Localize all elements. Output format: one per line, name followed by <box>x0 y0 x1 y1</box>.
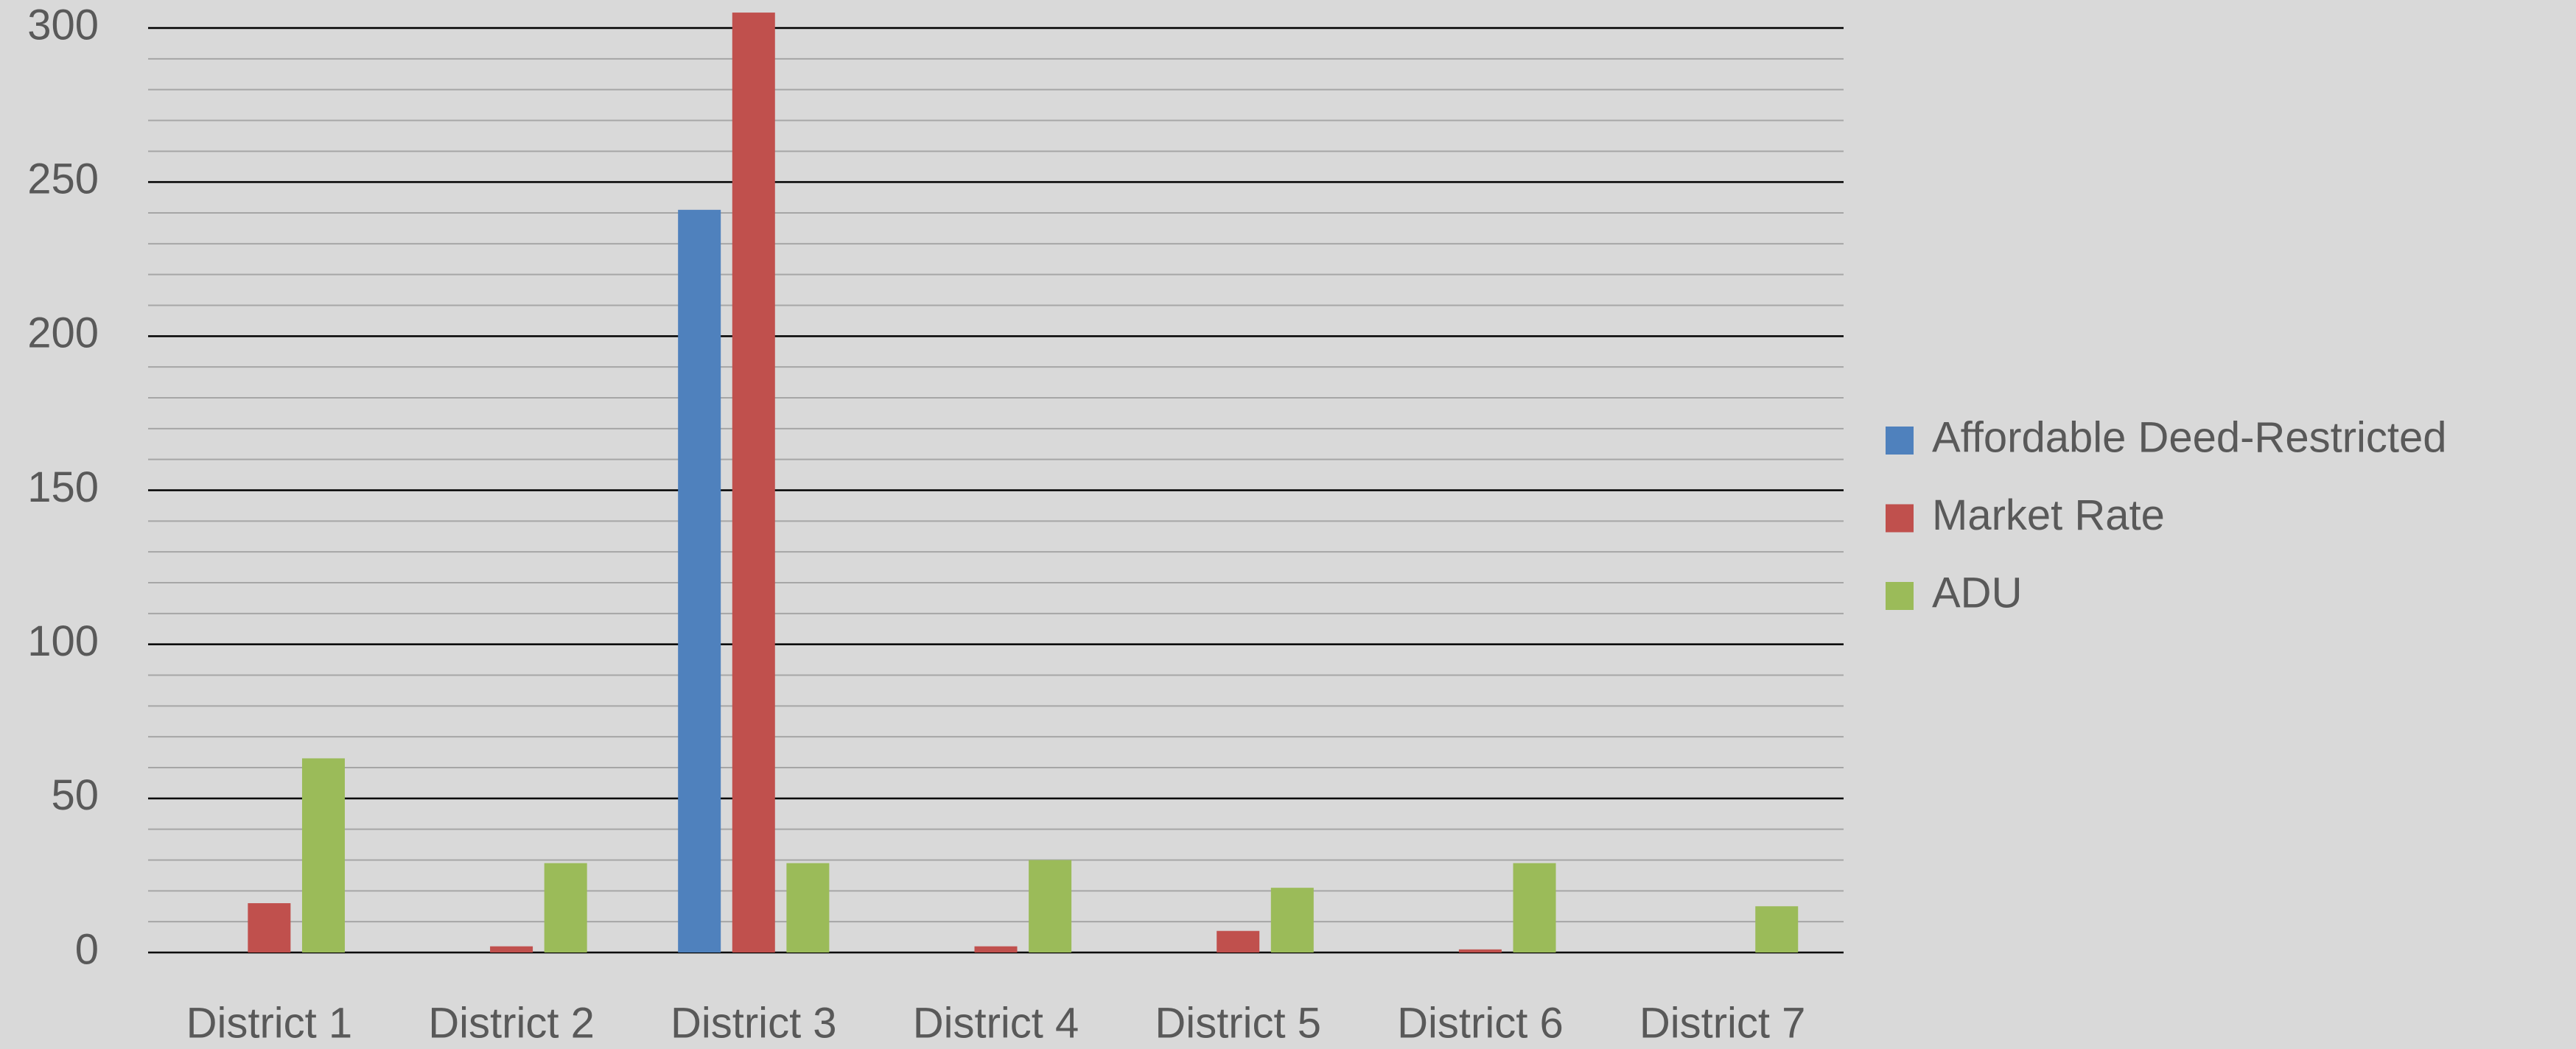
bar <box>1270 888 1314 952</box>
x-tick-label: District 1 <box>186 999 353 1047</box>
y-tick-label: 250 <box>27 155 99 203</box>
legend-swatch <box>1886 582 1914 610</box>
bar <box>1217 930 1260 952</box>
legend-label: ADU <box>1932 569 2022 617</box>
y-tick-label: 150 <box>27 463 99 511</box>
legend-swatch <box>1886 427 1914 455</box>
x-tick-label: District 6 <box>1397 999 1564 1047</box>
x-tick-label: District 7 <box>1639 999 1806 1047</box>
y-tick-label: 300 <box>27 1 99 49</box>
bar <box>490 946 533 952</box>
bar <box>1755 906 1799 952</box>
bar <box>248 903 291 952</box>
bar <box>1513 863 1556 952</box>
x-tick-label: District 5 <box>1155 999 1321 1047</box>
y-tick-label: 50 <box>51 771 99 819</box>
bar <box>732 13 775 952</box>
legend-label: Market Rate <box>1932 491 2165 539</box>
bar <box>1458 949 1502 952</box>
bar <box>1029 860 1072 952</box>
bar <box>678 209 721 953</box>
x-tick-label: District 4 <box>913 999 1079 1047</box>
bar <box>786 863 830 952</box>
y-tick-label: 100 <box>27 617 99 665</box>
bar <box>974 946 1018 952</box>
bar <box>544 863 587 952</box>
y-tick-label: 0 <box>75 925 99 973</box>
y-tick-label: 200 <box>27 309 99 357</box>
bar <box>301 758 345 952</box>
x-tick-label: District 2 <box>428 999 595 1047</box>
legend-swatch <box>1886 504 1914 533</box>
x-tick-label: District 3 <box>671 999 837 1047</box>
legend-label: Affordable Deed-Restricted <box>1932 413 2447 461</box>
